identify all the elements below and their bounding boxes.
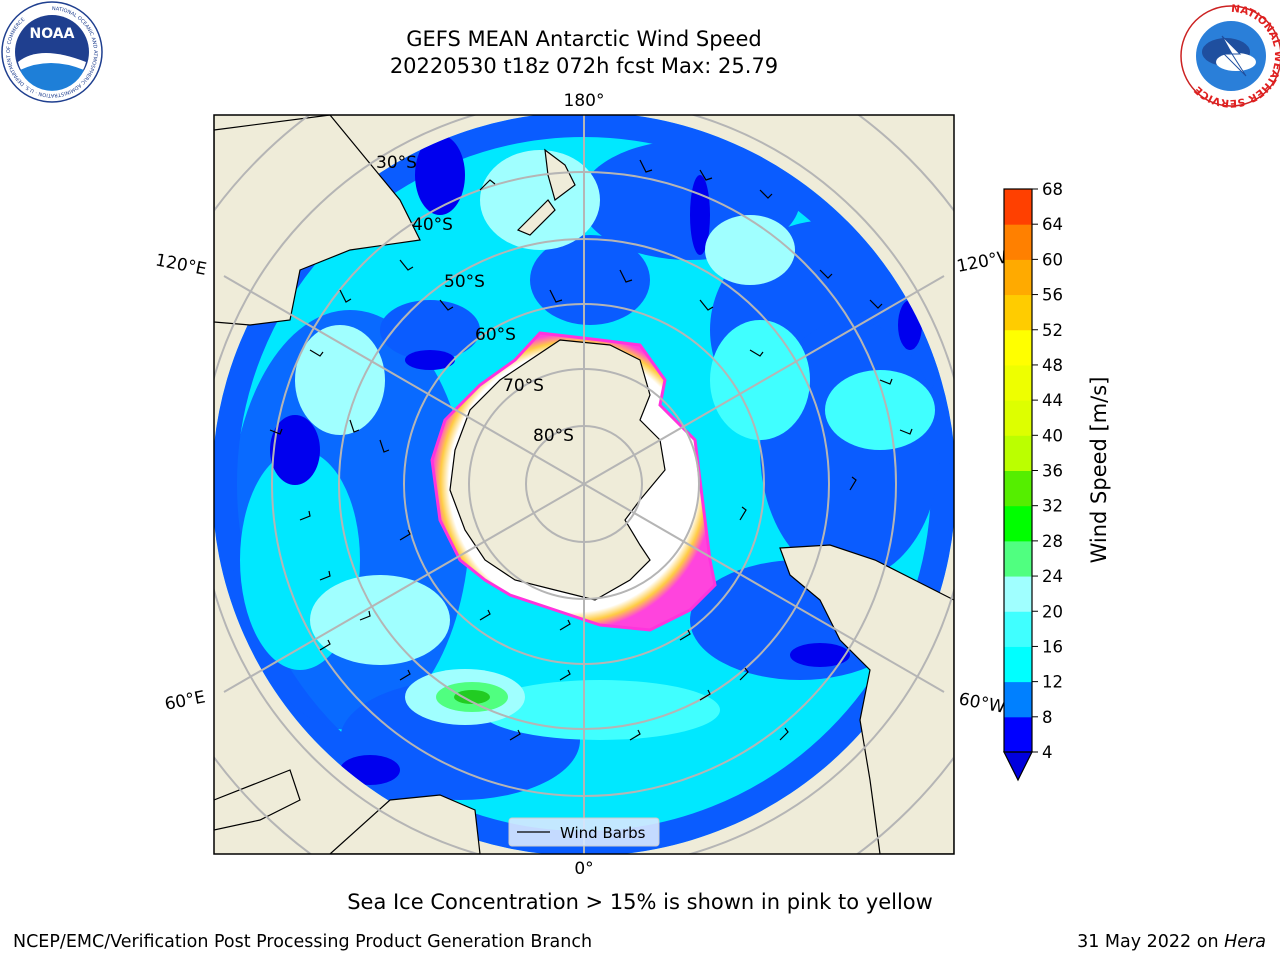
- colorbar-cell: [1004, 224, 1032, 260]
- colorbar-cell: [1004, 259, 1032, 296]
- colorbar-tick-label: 60: [1042, 250, 1063, 269]
- colorbar-tick-label: 20: [1042, 602, 1063, 621]
- colorbar-tick-label: 16: [1042, 637, 1063, 656]
- colorbar-cell: [1004, 646, 1032, 683]
- colorbar-tick-label: 48: [1042, 356, 1063, 375]
- wind-barbs: [269, 159, 913, 741]
- parallel-labels: 30°S 40°S 50°S 60°S 70°S 80°S: [376, 153, 574, 446]
- sea-ice-note: Sea Ice Concentration > 15% is shown in …: [347, 890, 933, 914]
- colorbar-title: Wind Speed [m/s]: [1087, 377, 1111, 564]
- nws-logo: NATIONAL WEATHER SERVICE: [1180, 3, 1280, 109]
- lat-label-40s: 40°S: [412, 215, 453, 235]
- lat-label-30s: 30°S: [376, 153, 417, 173]
- footer-date-text: 31 May 2022 on: [1077, 932, 1219, 952]
- lat-label-70s: 70°S: [503, 376, 544, 396]
- colorbar-cell: [1004, 364, 1032, 401]
- coastlines: [214, 115, 954, 854]
- graticule: [214, 115, 954, 854]
- colorbar-cell: [1004, 400, 1032, 436]
- colorbar-tick-label: 40: [1042, 426, 1063, 445]
- colorbar-cell: [1004, 189, 1032, 225]
- footer-date: 31 May 2022 on Hera: [1077, 932, 1266, 952]
- lat-label-60s: 60°S: [475, 325, 516, 345]
- colorbar-tick-label: 56: [1042, 286, 1063, 305]
- footer-machine: Hera: [1224, 932, 1266, 952]
- colorbar-tick-label: 68: [1042, 180, 1063, 199]
- colorbar-tick-label: 36: [1042, 462, 1063, 481]
- colorbar-outline: [1003, 188, 1033, 753]
- colorbar-tick-label: 52: [1042, 321, 1063, 340]
- colorbar-tick-label: 8: [1042, 708, 1053, 727]
- colorbar-tick-label: 64: [1042, 215, 1063, 234]
- colorbar-tick-label: 32: [1042, 497, 1063, 516]
- lon-label-0: 0°: [574, 859, 593, 879]
- legend-label: Wind Barbs: [560, 824, 646, 842]
- colorbar-tick-label: 4: [1042, 743, 1053, 762]
- colorbar-cell: [1004, 540, 1032, 577]
- colorbar-tick-label: 24: [1042, 567, 1063, 586]
- colorbar-cell: [1004, 470, 1032, 507]
- colorbar-tick-label: 44: [1042, 391, 1063, 410]
- lat-label-50s: 50°S: [444, 272, 485, 292]
- colorbar-cell: [1004, 681, 1032, 718]
- lon-label-120e: 120°E: [154, 250, 209, 279]
- colorbar-cell: [1004, 576, 1032, 612]
- colorbar-cell: [1004, 611, 1032, 647]
- wind-barbs-legend: Wind Barbs: [508, 817, 660, 847]
- colorbar-cell: [1004, 505, 1032, 542]
- colorbar-cell: [1004, 435, 1032, 471]
- colorbar-tick-label: 12: [1042, 673, 1063, 692]
- lon-label-180: 180°: [564, 91, 605, 111]
- noaa-logo-text: NOAA: [30, 26, 75, 42]
- chart-title: GEFS MEAN Antarctic Wind Speed: [406, 27, 762, 51]
- colorbar-cell: [1004, 716, 1032, 753]
- lat-label-80s: 80°S: [533, 426, 574, 446]
- noaa-logo: NOAA NATIONAL OCEANIC AND ATMOSPHERIC AD…: [1, 1, 103, 103]
- map-frame: [213, 114, 955, 855]
- colorbar-tick-label: 28: [1042, 532, 1063, 551]
- colorbar-cell: [1004, 294, 1032, 331]
- chart-subtitle-run: 20220530 t18z 072h fcst Max: 25.79: [389, 54, 779, 78]
- footer-credit: NCEP/EMC/Verification Post Processing Pr…: [13, 932, 593, 952]
- colorbar-cell: [1004, 329, 1032, 366]
- lon-label-60e: 60°E: [163, 687, 207, 714]
- colorbar-extend-arrow: [1003, 751, 1033, 782]
- lon-label-60w: 60°W: [957, 689, 1007, 718]
